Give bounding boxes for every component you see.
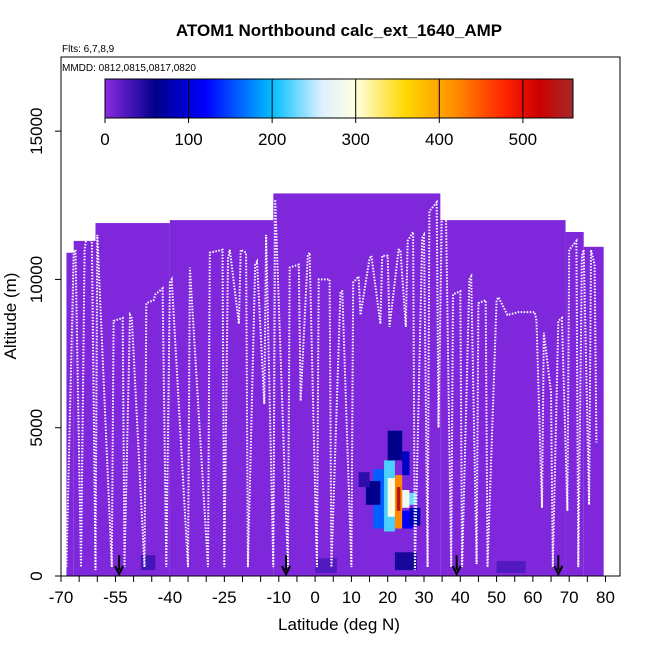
heat-cell-6 [409,492,417,505]
x-tick-label-2: -40 [158,588,183,607]
curtain-segment-0 [66,252,74,577]
flight-track-line [65,193,598,571]
curtain-segment-2 [95,223,170,576]
curtain-segment-3 [169,220,274,576]
x-tick-label-9: 40 [451,588,470,607]
x-tick-label-12: 70 [560,588,579,607]
heat-cell-9 [387,430,403,461]
colorbar-tick-label-5: 500 [509,130,537,149]
x-tick-label-0: -70 [49,588,74,607]
x-tick-label-11: 60 [523,588,542,607]
curtain-segment-1 [73,240,96,577]
colorbar-tick-label-3: 300 [342,130,370,149]
y-axis: 0 5000 10000 15000 [27,108,61,581]
curtain-segment-7 [583,246,604,576]
heat-cell-5 [402,489,410,508]
profile-arrows [114,555,564,577]
x-axis-label: Latitude (deg N) [278,615,400,634]
heat-cell-8 [402,451,410,476]
y-tick-label-0: 0 [27,571,46,580]
x-tick-label-1: -55 [103,588,128,607]
y-tick-label-3: 15000 [27,108,46,155]
dates-note: MMDD: 0812,0815,0817,0820 [62,63,196,74]
arrow-head-3 [553,565,564,577]
flight-track [65,193,598,571]
colorbar-tick-label-1: 100 [174,130,202,149]
x-tick-label-13: 80 [596,588,615,607]
x-tick-label-7: 20 [378,588,397,607]
x-axis: -70 -55 -40 -25 -10 0 10 20 30 40 50 60 70 80 [49,576,615,607]
y-tick-label-1: 5000 [27,409,46,447]
colorbar-tick-label-2: 200 [258,130,286,149]
arrow-head-2 [451,565,462,577]
x-tick-label-3: -25 [212,588,237,607]
curtain-segment-5 [440,220,566,576]
plot-frame [60,56,621,577]
chart-title: ATOM1 Northbound calc_ext_1640_AMP [176,21,502,40]
arrow-head-1 [281,565,291,577]
heat-cell-12 [358,472,370,488]
arrow-head-0 [114,565,124,577]
heat-cell-4 [396,487,401,511]
colorbar: 0 100 200 300 400 500 [100,78,574,149]
y-tick-label-2: 10000 [27,256,46,303]
x-tick-label-4: -10 [267,588,292,607]
heat-cell-16 [496,561,526,574]
x-tick-label-5: 0 [310,588,319,607]
heat-cell-15 [315,558,337,574]
heat-cell-13 [394,552,417,571]
x-tick-label-10: 50 [487,588,506,607]
colorbar-ramp [104,78,574,119]
heat-cell-7 [402,510,414,529]
heatmap-layer [66,193,604,577]
x-tick-label-8: 30 [415,588,434,607]
y-axis-label: Altitude (m) [1,273,20,360]
colorbar-tick-label-4: 400 [425,130,453,149]
curtain-segment-6 [565,231,584,576]
x-tick-label-6: 10 [342,588,361,607]
heat-cell-2 [387,478,395,517]
flights-note: Flts: 6,7,8,9 [62,44,115,55]
colorbar-tick-label-0: 0 [100,130,109,149]
